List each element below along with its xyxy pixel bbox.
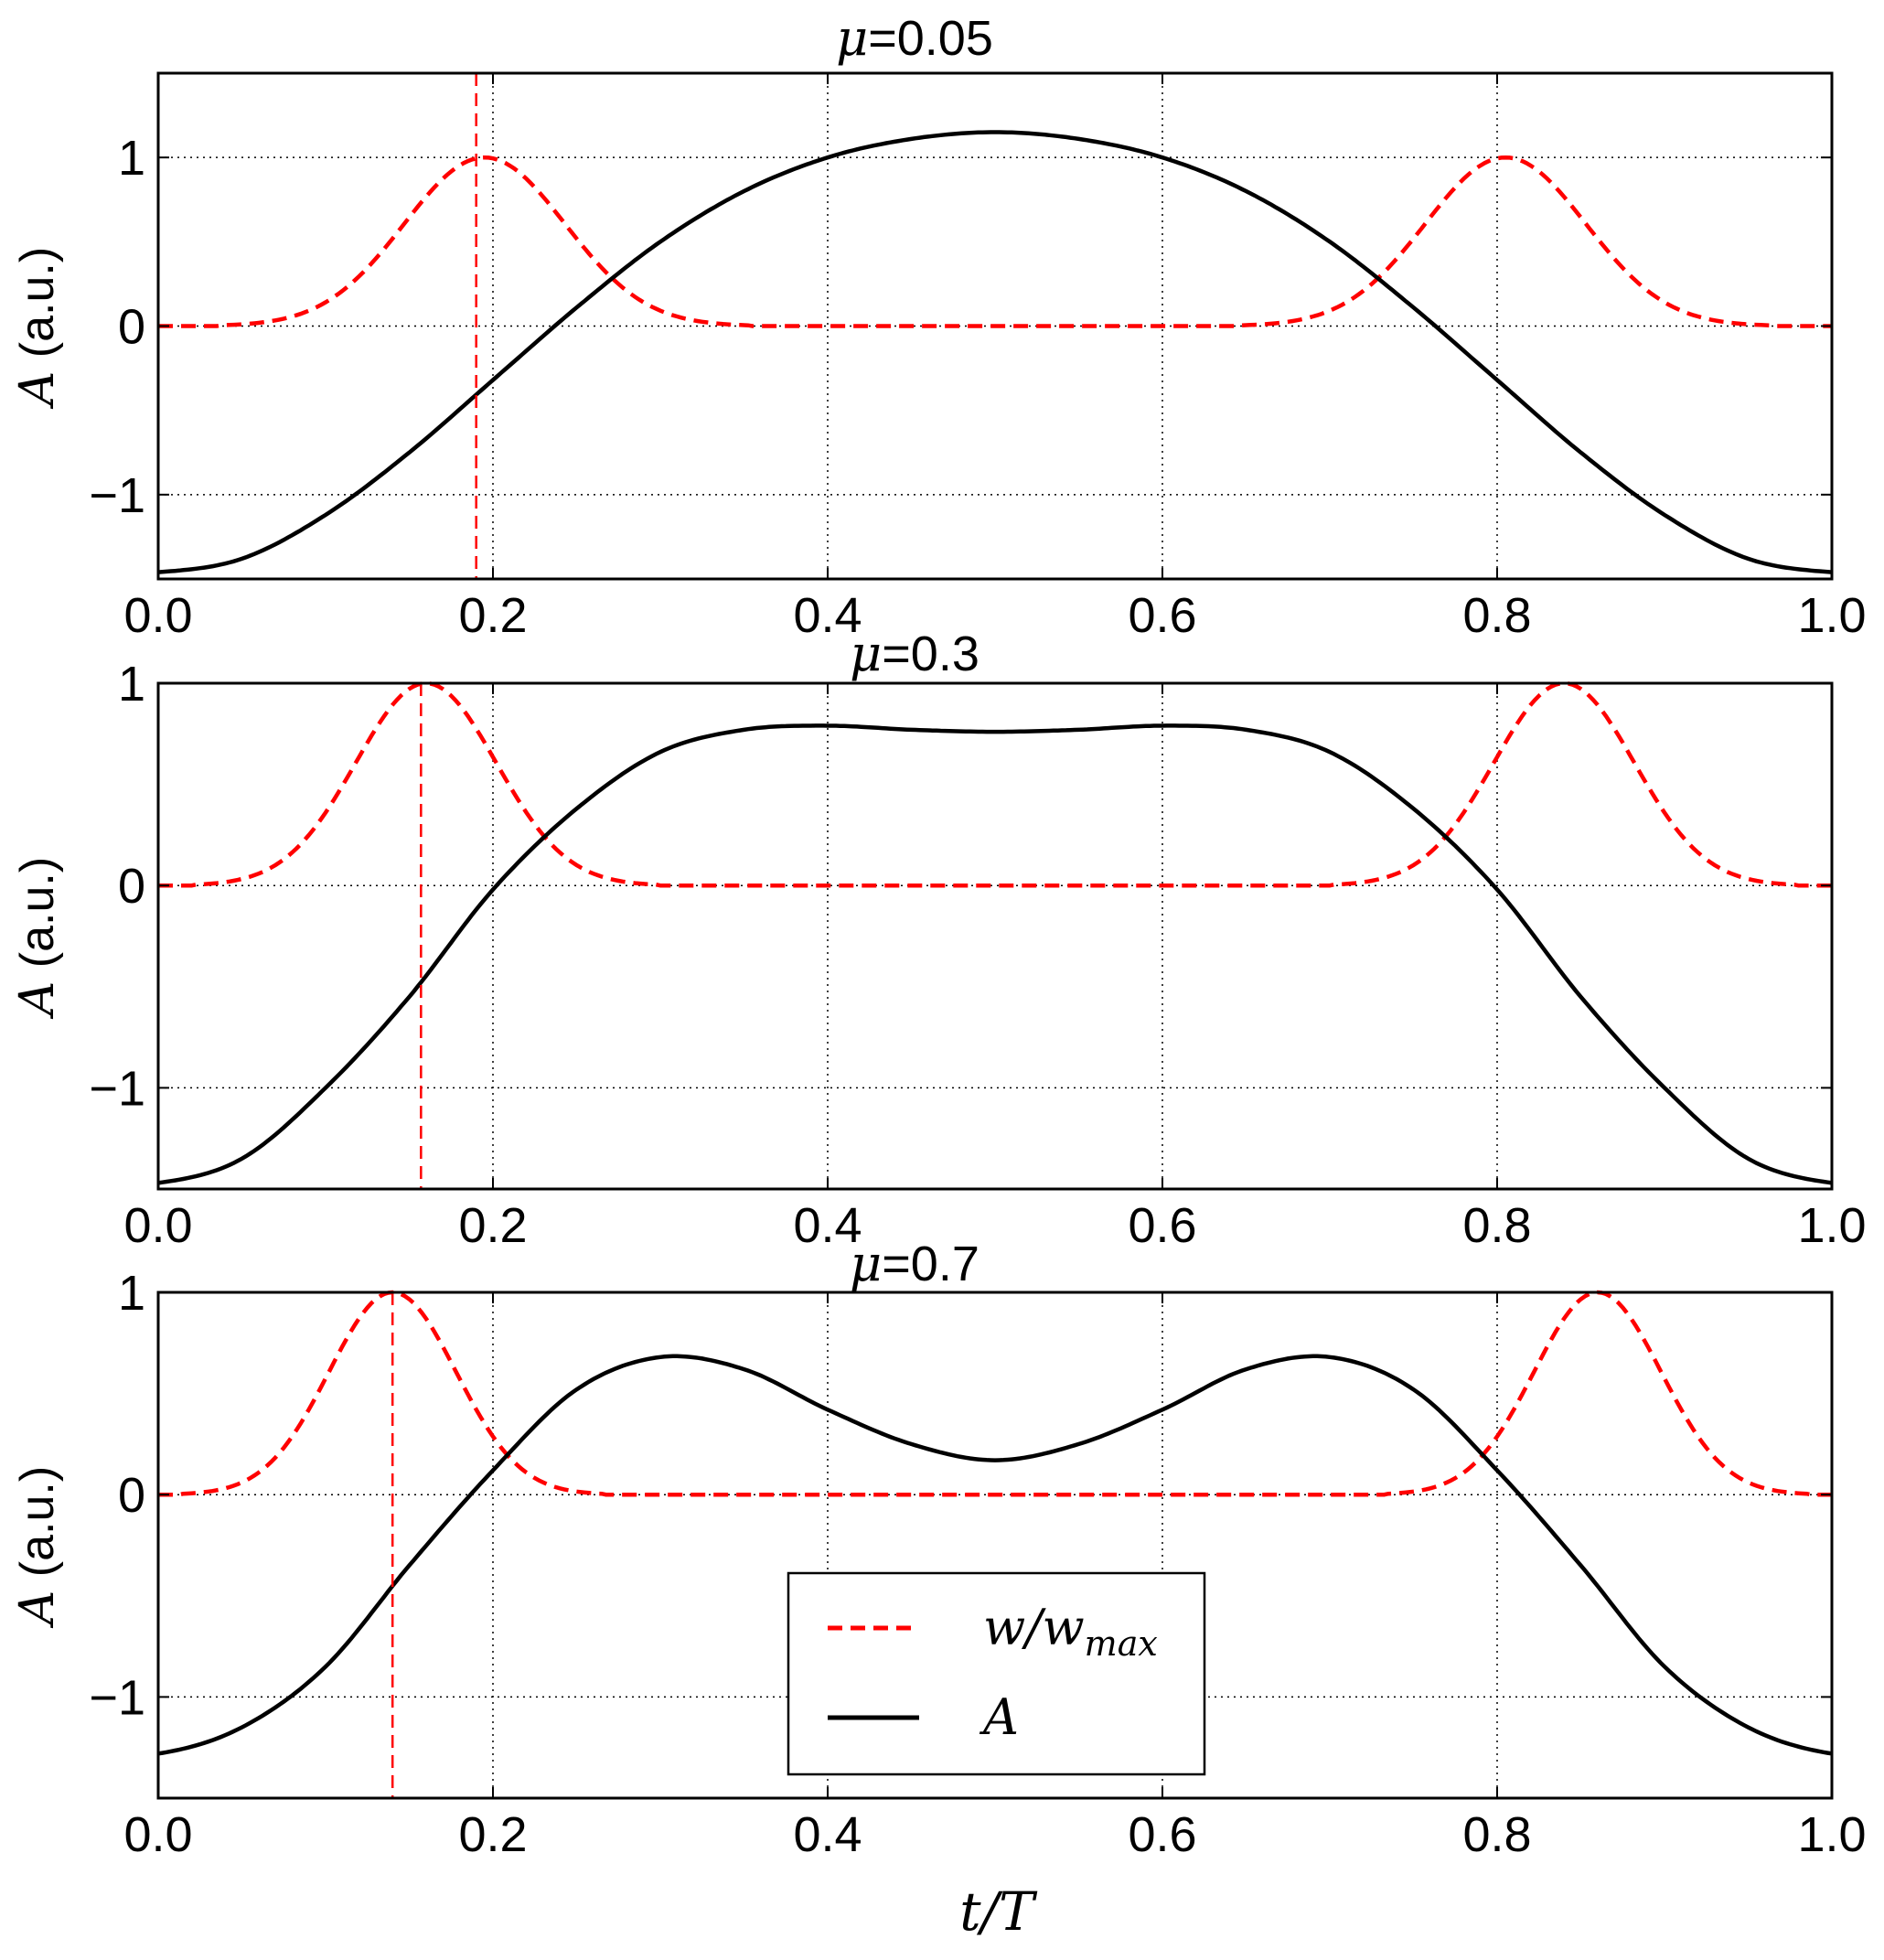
grid [158,1292,1832,1798]
x-tick-label: 0.8 [1462,1198,1531,1253]
subplot-title: μ=0.7 [850,1235,979,1292]
series-line-w-ratio [158,680,1832,888]
x-tick-label: 0.2 [458,1807,527,1862]
series-line-w-ratio [158,1290,1832,1497]
y-tick-label: −1 [89,1670,145,1725]
plot-frame [156,71,1834,581]
subplot-mu-0.7: μ=0.7 0.0 0.2 0.4 0.6 0.8 1.0 −1 0 1 A (… [10,1235,1867,1943]
x-tick-label: 0.4 [793,1198,862,1253]
x-tick-label: 0.8 [1462,588,1531,643]
subplot-mu-0.3: μ=0.3 0.0 0.2 0.4 0.6 0.8 1.0 −1 0 1 A (… [10,625,1867,1253]
grid [158,683,1832,1189]
y-axis-label: A (a.u.) [10,247,65,409]
series-line-A [157,130,1833,574]
x-ticks: 0.0 0.2 0.4 0.6 0.8 1.0 [123,1198,1866,1253]
x-tick-label: 0.0 [123,1198,192,1253]
y-tick-label: −1 [89,1061,145,1116]
x-tick-label: 0.6 [1128,1198,1196,1253]
legend: w/wmax A [787,1571,1206,1776]
x-tick-label: 1.0 [1797,588,1866,643]
x-tick-label: 0.6 [1128,588,1196,643]
legend-label-A: A [979,1688,1019,1746]
subplot-title: μ=0.3 [850,625,979,682]
x-tick-label: 0.2 [458,588,527,643]
curves [157,680,1833,1189]
y-ticks: −1 0 1 [89,657,145,1116]
legend-box [787,1571,1206,1776]
x-ticks: 0.0 0.2 0.4 0.6 0.8 1.0 [123,1807,1866,1862]
series-line-A [157,723,1833,1185]
x-tick-label: 0.4 [793,588,862,643]
y-tick-label: 0 [118,1468,145,1523]
plot-frame [156,681,1834,1191]
y-ticks: −1 0 1 [89,131,145,523]
x-axis-title: t/T [959,1880,1038,1943]
y-axis-label: A (a.u.) [10,857,65,1019]
subplot-title: μ=0.05 [836,9,993,67]
x-tick-label: 0.4 [793,1807,862,1862]
plot-frame [156,1291,1834,1800]
series-line-A [157,1354,1833,1756]
x-ticks: 0.0 0.2 0.4 0.6 0.8 1.0 [123,588,1866,643]
curves [157,1290,1833,1798]
y-ticks: −1 0 1 [89,1266,145,1725]
x-tick-label: 0.0 [123,1807,192,1862]
y-axis-label: A (a.u.) [10,1466,65,1628]
y-tick-label: 1 [118,657,145,712]
y-tick-label: 1 [118,131,145,186]
x-tick-label: 0.6 [1128,1807,1196,1862]
x-tick-label: 0.8 [1462,1807,1531,1862]
y-tick-label: −1 [89,468,145,523]
curves [157,73,1833,579]
x-tick-label: 1.0 [1797,1198,1866,1253]
y-tick-label: 0 [118,300,145,355]
x-tick-label: 0.2 [458,1198,527,1253]
series-line-w-ratio [158,155,1832,328]
legend-label-w-ratio: w/wmax [983,1599,1158,1664]
x-tick-label: 0.0 [123,588,192,643]
x-tick-label: 1.0 [1797,1807,1866,1862]
y-tick-label: 0 [118,859,145,914]
subplot-mu-0.05: μ=0.05 0.0 0.2 0.4 0.6 0.8 1.0 −1 0 1 A … [10,9,1867,643]
y-tick-label: 1 [118,1266,145,1321]
